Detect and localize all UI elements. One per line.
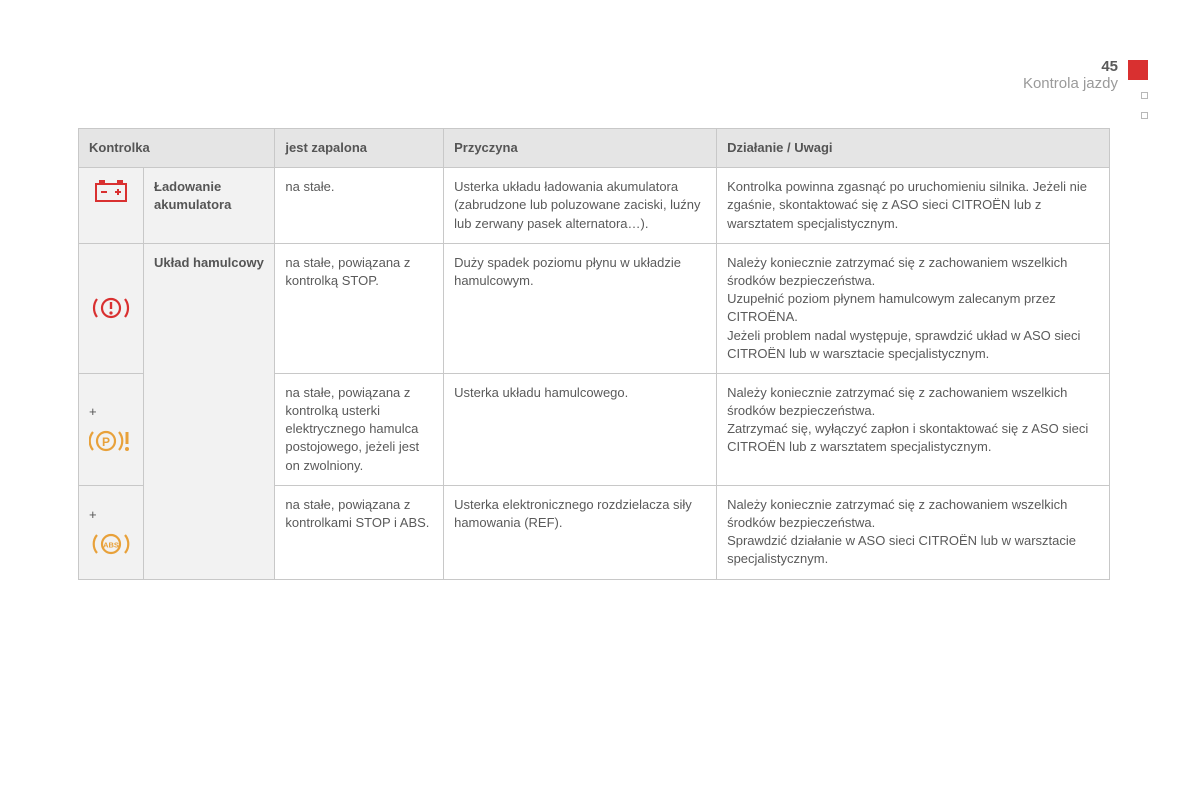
col-cause: Przyczyna — [444, 129, 717, 168]
icon-cell-battery — [79, 168, 144, 244]
cause-brake-3: Usterka elektronicznego rozdzielacza sił… — [444, 485, 717, 579]
icon-cell-brake — [79, 243, 144, 373]
col-lit: jest zapalona — [275, 129, 444, 168]
lit-brake-3: na stałe, powiązana z kontrolkami STOP i… — [275, 485, 444, 579]
page-marker-gray-1 — [1141, 92, 1148, 99]
page-marker-gray-2 — [1141, 112, 1148, 119]
table-row: Ładowanie akumulatora na stałe. Usterka … — [79, 168, 1110, 244]
name-battery: Ładowanie akumulatora — [144, 168, 275, 244]
page-number: 45 — [1023, 58, 1118, 75]
col-action: Działanie / Uwagi — [717, 129, 1110, 168]
action-brake-2: Należy koniecznie zatrzymać się z zachow… — [717, 373, 1110, 485]
svg-text:ABS: ABS — [103, 541, 119, 550]
warning-lights-table: Kontrolka jest zapalona Przyczyna Działa… — [78, 128, 1110, 580]
cause-brake-1: Duży spadek poziomu płynu w układzie ham… — [444, 243, 717, 373]
cause-battery: Usterka układu ładowania akumulatora (za… — [444, 168, 717, 244]
battery-icon — [93, 178, 129, 204]
action-battery: Kontrolka powinna zgasnąć po uruchomieni… — [717, 168, 1110, 244]
table-row: Układ hamulcowy na stałe, powiązana z ko… — [79, 243, 1110, 373]
action-brake-1: Należy koniecznie zatrzymać się z zachow… — [717, 243, 1110, 373]
icon-cell-abs: + ABS — [79, 485, 144, 579]
lit-brake-1: na stałe, powiązana z kontrolką STOP. — [275, 243, 444, 373]
parking-brake-icon: P — [89, 427, 133, 455]
cause-brake-2: Usterka układu hamulcowego. — [444, 373, 717, 485]
icon-cell-parking: + P — [79, 373, 144, 485]
plus-label: + — [89, 506, 133, 524]
abs-icon: ABS — [91, 530, 131, 558]
brake-warning-icon — [91, 293, 131, 323]
plus-label: + — [89, 403, 133, 421]
table-header-row: Kontrolka jest zapalona Przyczyna Działa… — [79, 129, 1110, 168]
page-marker-red — [1128, 60, 1148, 80]
lit-brake-2: na stałe, powiązana z kontrolką usterki … — [275, 373, 444, 485]
svg-text:P: P — [102, 435, 110, 449]
name-brake-system: Układ hamulcowy — [144, 243, 275, 579]
lit-battery: na stałe. — [275, 168, 444, 244]
col-indicator: Kontrolka — [79, 129, 275, 168]
action-brake-3: Należy koniecznie zatrzymać się z zachow… — [717, 485, 1110, 579]
section-title: Kontrola jazdy — [1023, 75, 1118, 92]
